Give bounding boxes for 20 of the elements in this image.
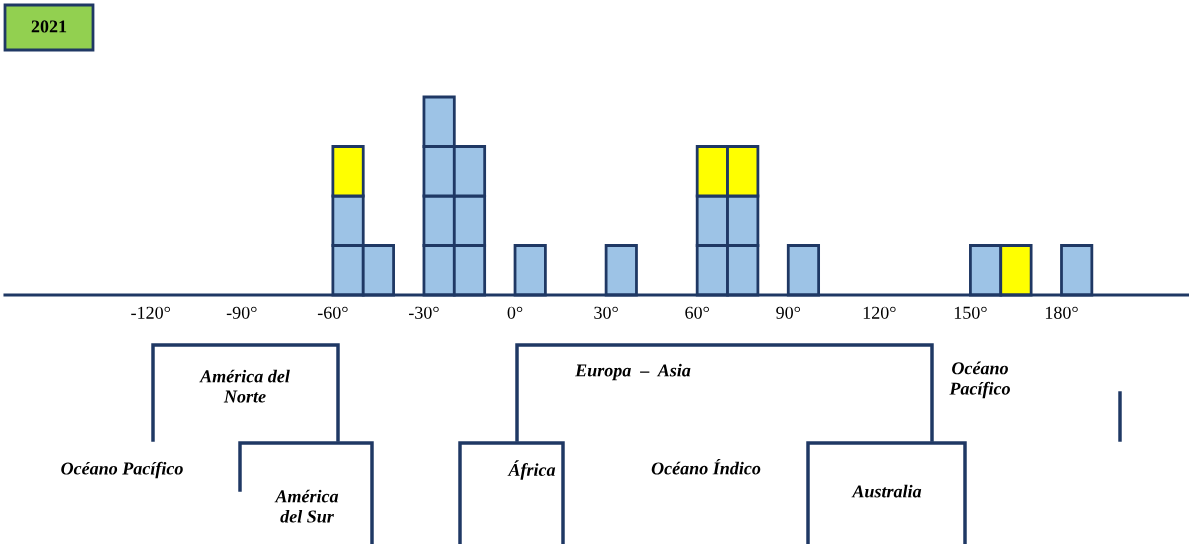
x-tick-label: 180° (1045, 306, 1078, 319)
text: África (507, 460, 556, 480)
x-tick-label: -30° (408, 306, 439, 319)
x-tick-label: -60° (317, 306, 348, 319)
x-tick-label: 0° (507, 306, 523, 319)
x-tick-label: 30° (594, 306, 618, 319)
x-tick-label: 90° (776, 306, 801, 319)
text: Australia (851, 484, 922, 498)
text: Océano Pacífico (61, 461, 183, 479)
x-tick-label: 150° (954, 306, 987, 319)
x-tick-label: -90° (226, 306, 257, 319)
text: Océano Pacífico (949, 361, 1010, 399)
x-tick-label: 120° (863, 306, 896, 319)
text: América del Sur (274, 489, 339, 523)
x-tick-label: 60° (685, 306, 709, 319)
text: América del Norte (199, 369, 290, 403)
chart-title: 2021 (31, 20, 67, 33)
text: Europa – Asia (575, 363, 691, 381)
text: Océano Índico (651, 458, 761, 475)
x-tick-label: -120° (131, 306, 170, 319)
